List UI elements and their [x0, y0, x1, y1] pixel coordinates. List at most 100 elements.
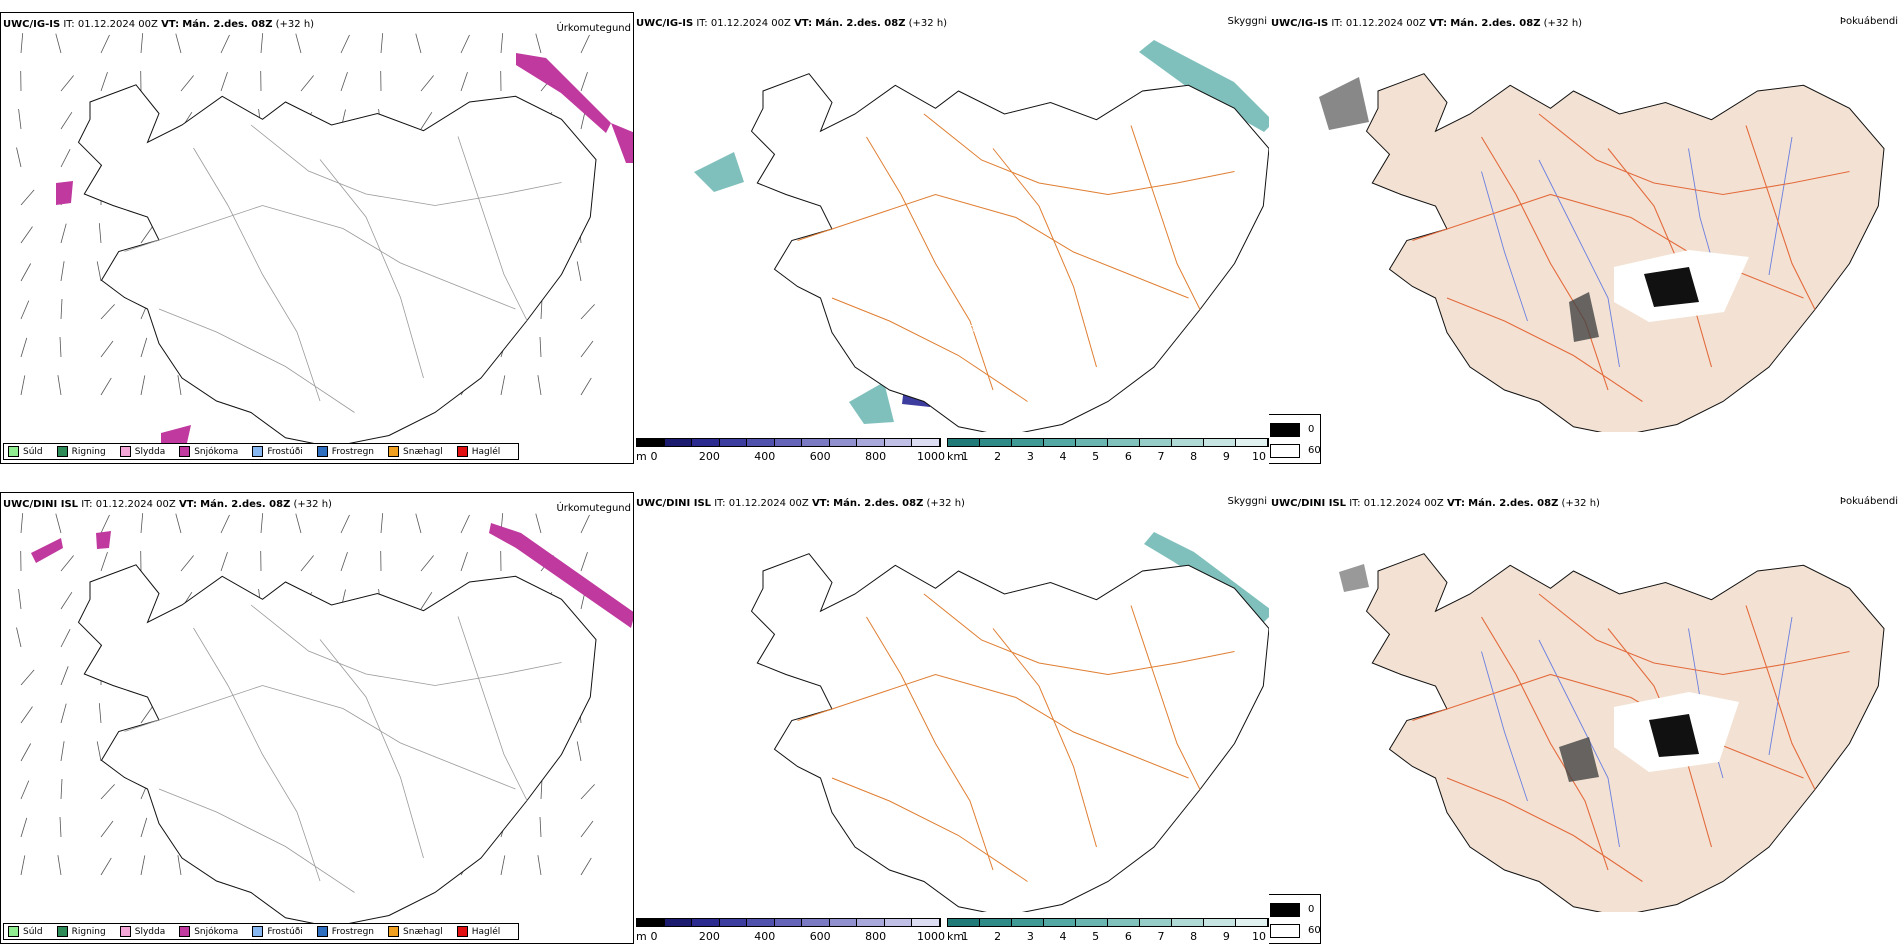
visibility-colorbar: km 1 2 3 4 5 6 7 8 9 10 [947, 438, 1269, 464]
legend-item: Slydda [119, 926, 165, 937]
legend-item: Snæhagl [388, 446, 443, 457]
legend-swatch [388, 446, 400, 457]
legend-swatch [252, 446, 264, 457]
precip-panel-bottom: UWC/DINI ISL IT: 01.12.2024 00Z VT: Mán.… [0, 492, 634, 944]
legend-item: Rigning [56, 926, 106, 937]
colorbar-tick-label: 200 [698, 450, 720, 463]
wind-barb [60, 261, 65, 282]
wind-barb [140, 337, 148, 358]
legend-item: Frostregn [316, 446, 374, 457]
iceland-outline [77, 564, 597, 928]
colorbar-unit: km [947, 450, 965, 463]
colorbar-tick-label: 4 [1059, 450, 1067, 463]
rivers [1481, 136, 1793, 368]
wind-barb [140, 33, 144, 54]
panel-header: UWC/DINI ISL IT: 01.12.2024 00Z VT: Mán.… [1271, 498, 1600, 509]
wind-barb [415, 33, 422, 54]
panel-header: UWC/DINI ISL IT: 01.12.2024 00Z VT: Mán.… [636, 498, 965, 509]
colorbar-cell [980, 439, 1012, 446]
wind-barb [18, 589, 22, 610]
colorbar-cell [1076, 439, 1108, 446]
fog-index-areas [1319, 77, 1749, 342]
legend-item: Haglél [456, 926, 500, 937]
colorbar-tick-label: 5 [1092, 450, 1100, 463]
wind-barb [140, 375, 146, 396]
roads-gray [124, 124, 562, 413]
colorbar-tick-label: 3 [1026, 930, 1034, 943]
colorbar-tick-label: 1 [961, 450, 969, 463]
wind-barb [55, 513, 62, 534]
colorbar-tick-label: 9 [1222, 930, 1230, 943]
colorbar-tick-label: 9 [1222, 450, 1230, 463]
precip-type-legend: Súld Rigning Slydda Snjókoma Frostúði Frostre… [3, 923, 520, 940]
wind-barb [18, 109, 22, 130]
wind-barb [59, 816, 62, 838]
wind-barb [140, 855, 146, 876]
wind-barb [175, 33, 182, 54]
colorbar-cell [664, 919, 693, 926]
colorbar-cell [802, 439, 830, 446]
fog-map [1319, 73, 1885, 432]
legend-swatch [179, 446, 191, 457]
wind-barb [100, 551, 108, 572]
colorbar-frame [947, 918, 1269, 927]
colorbar-cell [1108, 919, 1140, 926]
colorbar-cell [1108, 439, 1140, 446]
fog-index-legend: 0 60 [1269, 414, 1321, 464]
wind-barb [60, 741, 65, 762]
legend-swatch [316, 446, 328, 457]
wind-barb [20, 513, 24, 534]
fog-legend-high-label: 0 [1308, 424, 1315, 435]
legend-item: Slydda [119, 446, 166, 457]
colorbar-unit: m [636, 930, 647, 943]
wind-barb [100, 340, 114, 358]
ceiling-label: 152 [934, 392, 953, 403]
wind-barb [60, 298, 63, 320]
colorbar-cell [857, 919, 885, 926]
fog-legend-high-swatch [1270, 903, 1300, 917]
colorbar-cell [774, 919, 803, 926]
legend-swatch [8, 926, 19, 937]
wind-barb [60, 75, 74, 92]
wind-barb [60, 629, 71, 648]
iceland-outline [750, 553, 1269, 912]
colorbar-tick-label: 8 [1190, 930, 1198, 943]
colorbar-tick-label: 0 [650, 930, 658, 943]
iceland-land [1365, 73, 1885, 432]
panel-header: UWC/IG-IS IT: 01.12.2024 00Z VT: Mán. 2.… [1271, 18, 1583, 29]
colorbar-tick-label: 6 [1124, 450, 1132, 463]
colorbar-cell [719, 919, 748, 926]
fog-index-areas [1339, 564, 1739, 782]
wind-barb [100, 820, 114, 838]
legend-label: Slydda [134, 446, 166, 457]
colorbar-cell [747, 439, 775, 446]
panel-product-title: Þokuábendi [1839, 496, 1898, 507]
colorbar-frame [947, 438, 1269, 447]
legend-swatch [8, 446, 19, 457]
legend-swatch [119, 446, 131, 457]
wind-barb [177, 375, 182, 396]
ceiling-colorbar: m 0 200 400 600 800 1000 [636, 918, 945, 944]
wind-barb [340, 551, 348, 572]
wind-barb [57, 855, 62, 876]
roads-gray [124, 604, 562, 893]
wind-barb [340, 71, 348, 92]
wind-barb [580, 304, 595, 320]
colorbar-cell [1204, 919, 1236, 926]
ceiling-colorbar: m 0 200 400 600 800 1000 [636, 438, 945, 464]
colorbar-cell [774, 439, 803, 446]
colorbar-cell [1236, 919, 1268, 926]
panel-product-title: Úrkomutegund [556, 23, 631, 34]
colorbar-cell [1172, 439, 1204, 446]
wind-barb [60, 591, 73, 610]
wind-barb [539, 816, 542, 838]
legend-item: Súld [8, 926, 43, 937]
colorbar-cell [692, 919, 720, 926]
panel-product-title: Skyggni [1227, 496, 1267, 507]
colorbar-cell [912, 439, 941, 446]
colorbar-cell [1012, 919, 1044, 926]
road-network [797, 113, 1235, 402]
panel-header: UWC/IG-IS IT: 01.12.2024 00Z VT: Mán. 2.… [3, 19, 315, 30]
colorbar-tick-label: 3 [1026, 450, 1034, 463]
